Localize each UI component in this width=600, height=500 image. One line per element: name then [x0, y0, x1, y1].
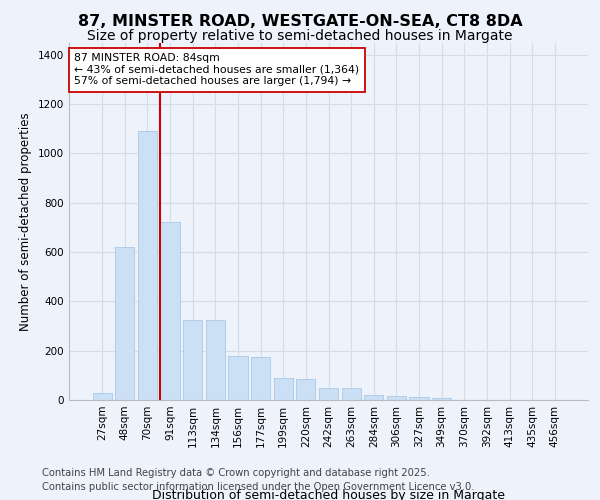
- Text: Contains public sector information licensed under the Open Government Licence v3: Contains public sector information licen…: [42, 482, 475, 492]
- Bar: [319, 388, 338, 400]
- Bar: [138, 132, 157, 400]
- Text: Size of property relative to semi-detached houses in Margate: Size of property relative to semi-detach…: [87, 29, 513, 43]
- Bar: [206, 320, 225, 400]
- Bar: [251, 357, 270, 400]
- Bar: [387, 396, 406, 400]
- Bar: [364, 394, 383, 400]
- X-axis label: Distribution of semi-detached houses by size in Margate: Distribution of semi-detached houses by …: [152, 488, 505, 500]
- Bar: [229, 356, 248, 400]
- Text: 87, MINSTER ROAD, WESTGATE-ON-SEA, CT8 8DA: 87, MINSTER ROAD, WESTGATE-ON-SEA, CT8 8…: [77, 14, 523, 29]
- Bar: [92, 392, 112, 400]
- Bar: [183, 320, 202, 400]
- Bar: [296, 379, 316, 400]
- Text: 87 MINSTER ROAD: 84sqm
← 43% of semi-detached houses are smaller (1,364)
57% of : 87 MINSTER ROAD: 84sqm ← 43% of semi-det…: [74, 53, 359, 86]
- Bar: [274, 378, 293, 400]
- Text: Contains HM Land Registry data © Crown copyright and database right 2025.: Contains HM Land Registry data © Crown c…: [42, 468, 430, 477]
- Bar: [160, 222, 180, 400]
- Bar: [341, 388, 361, 400]
- Bar: [409, 397, 428, 400]
- Y-axis label: Number of semi-detached properties: Number of semi-detached properties: [19, 112, 32, 330]
- Bar: [115, 247, 134, 400]
- Bar: [432, 398, 451, 400]
